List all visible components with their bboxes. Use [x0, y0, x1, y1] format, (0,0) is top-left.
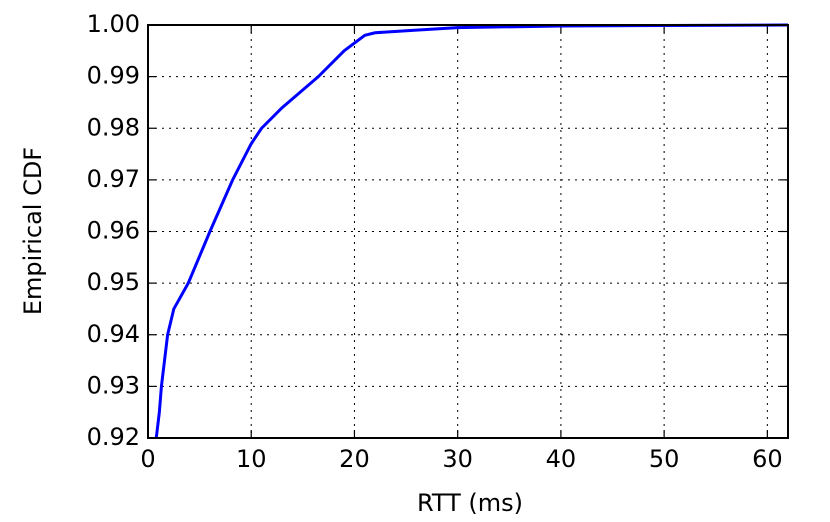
x-tick-label: 60: [752, 445, 783, 473]
x-tick-label: 50: [649, 445, 680, 473]
x-tick-label: 30: [442, 445, 473, 473]
x-tick-label: 0: [140, 445, 155, 473]
y-tick-label: 0.99: [87, 62, 140, 90]
data-line: [154, 23, 789, 439]
x-tick-label: 20: [339, 445, 370, 473]
y-tick-label: 0.96: [87, 217, 140, 245]
y-tick-label: 0.94: [87, 320, 140, 348]
y-tick-label: 0.97: [87, 165, 140, 193]
plot-frame: [147, 24, 789, 439]
y-tick-label: 0.92: [87, 423, 140, 451]
y-tick-label: 1.00: [87, 10, 140, 38]
x-tick-label: 10: [236, 445, 267, 473]
x-axis-label: RTT (ms): [417, 489, 523, 517]
x-tick-label: 40: [546, 445, 577, 473]
y-tick-label: 0.95: [87, 268, 140, 296]
y-axis-label: Empirical CDF: [19, 147, 47, 315]
y-tick-label: 0.93: [87, 371, 140, 399]
y-tick-label: 0.98: [87, 113, 140, 141]
